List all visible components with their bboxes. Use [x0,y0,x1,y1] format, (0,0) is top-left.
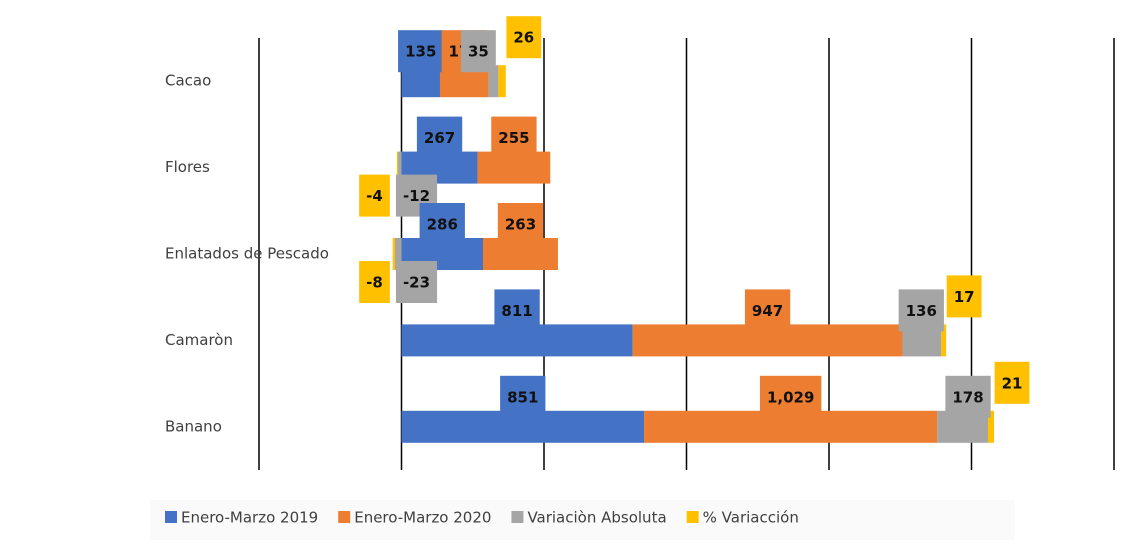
y-tick-label: Banano [165,417,222,435]
data-label: 135 [405,43,436,61]
data-label: -8 [366,274,383,292]
data-label: 21 [1002,374,1023,392]
bar-segment [488,65,499,98]
data-label: -23 [403,274,430,292]
data-label-box [497,203,544,245]
legend-label: Enero-Marzo 2020 [354,509,491,527]
data-label: 35 [468,43,489,61]
bar-segment [941,324,947,357]
bar-segment [498,65,506,98]
data-label-box [994,361,1030,404]
bar-segment [396,151,399,184]
data-label-box [395,261,438,303]
y-tick-label: Flores [165,158,210,176]
data-label-box [946,275,982,318]
data-label: 255 [498,129,529,147]
data-label-box [359,261,390,303]
data-label: 26 [513,29,534,47]
legend-swatch [686,511,699,523]
y-tick-label: Enlatados de Pescado [165,245,329,263]
data-label-box [945,375,991,418]
y-tick-label: Camaròn [165,331,233,349]
legend-label: Enero-Marzo 2019 [181,509,318,527]
data-label-box [898,289,944,332]
data-label-box [460,30,496,73]
data-label-box [491,116,537,159]
data-label: 1,029 [767,388,814,406]
data-label-box [744,289,791,332]
y-tick-label: Cacao [165,72,211,90]
data-label: 267 [424,129,455,147]
legend-label: Variaciòn Absoluta [527,509,666,527]
data-label: 178 [952,388,983,406]
data-label: 851 [507,388,538,406]
data-label-box [759,375,822,418]
data-label: 263 [505,216,536,234]
bar-segment [988,410,995,443]
data-label: 947 [752,302,783,320]
data-label-box [359,174,390,217]
legend-label: % Variacción [703,509,799,527]
legend-swatch [165,511,177,523]
legend-swatch [511,511,524,523]
data-label-box [419,203,465,245]
data-label-box [506,16,542,59]
bar-segment [394,238,402,270]
data-label: 17 [954,288,975,306]
data-label: -4 [366,187,383,205]
data-label-box [494,289,540,332]
legend-box [150,500,1015,540]
bar-segment [392,238,395,270]
legend-swatch [338,511,351,523]
data-label: 286 [427,216,458,234]
data-label-box [398,30,444,73]
data-label: -12 [403,187,430,205]
data-label-box [500,375,546,418]
bar-segment [398,151,402,184]
data-label: 136 [906,302,937,320]
data-label-box [416,116,463,159]
data-label: 811 [501,302,532,320]
